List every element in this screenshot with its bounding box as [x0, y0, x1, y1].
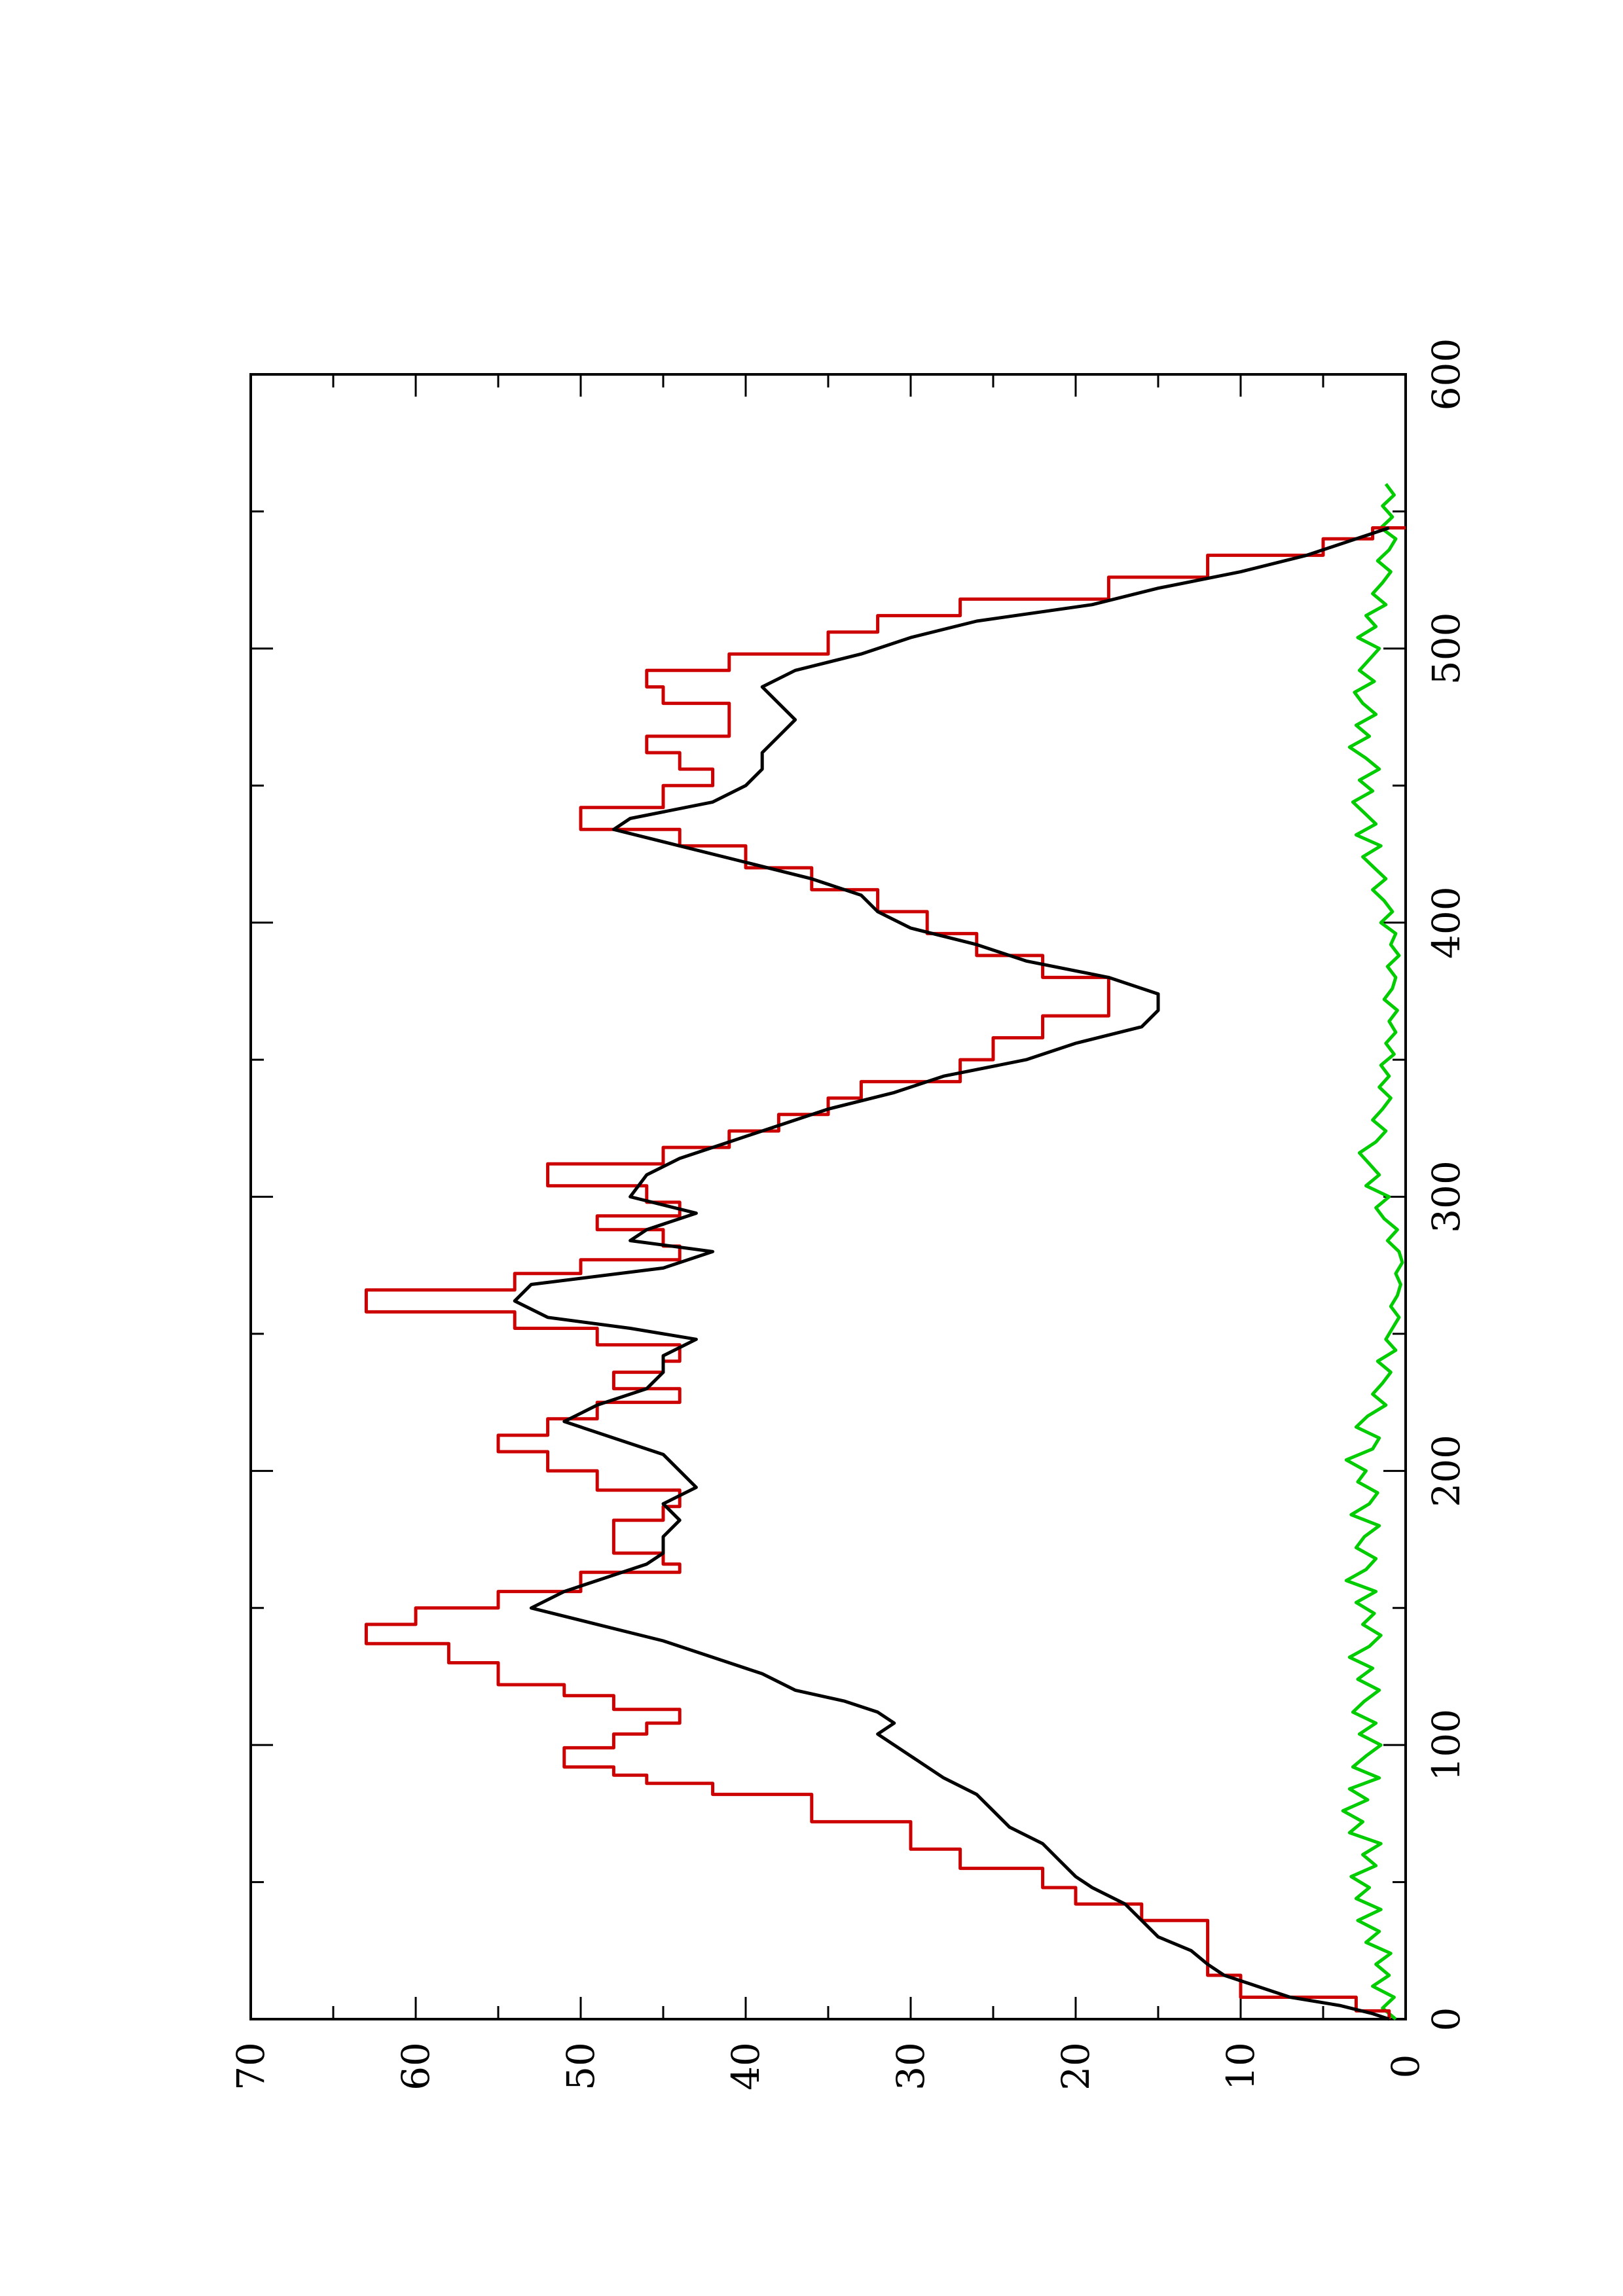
- tick-marks: [249, 373, 1407, 2020]
- x-tick-label: 0: [1424, 2007, 1468, 2032]
- x-tick-label: 400: [1424, 886, 1468, 959]
- y-tick-label: 40: [723, 2042, 768, 2090]
- y-tick-label: 20: [1053, 2042, 1098, 2090]
- tick-labels: 0 100 200 300 400 500 600 0 10 20 30 40 50 60 70: [228, 338, 1468, 2090]
- plot-border: [249, 373, 1407, 2020]
- y-tick-label: 60: [393, 2042, 438, 2090]
- x-tick-label: 500: [1424, 612, 1468, 685]
- series-line-red: [364, 526, 1406, 2019]
- x-tick-label: 100: [1424, 1709, 1468, 1782]
- series-line-green: [1341, 483, 1404, 2020]
- plot-area-frame: [249, 373, 1407, 2020]
- y-tick-label: 70: [228, 2042, 273, 2090]
- y-tick-label: 10: [1218, 2042, 1263, 2090]
- x-tick-label: 200: [1424, 1435, 1468, 1507]
- y-tick-label: 0: [1383, 2054, 1428, 2079]
- x-tick-label: 600: [1424, 338, 1468, 411]
- y-tick-label: 30: [888, 2042, 933, 2090]
- y-tick-label: 50: [558, 2042, 603, 2090]
- x-tick-label: 300: [1424, 1160, 1468, 1233]
- series-layer: [364, 483, 1406, 2021]
- series-line-black: [513, 526, 1390, 2021]
